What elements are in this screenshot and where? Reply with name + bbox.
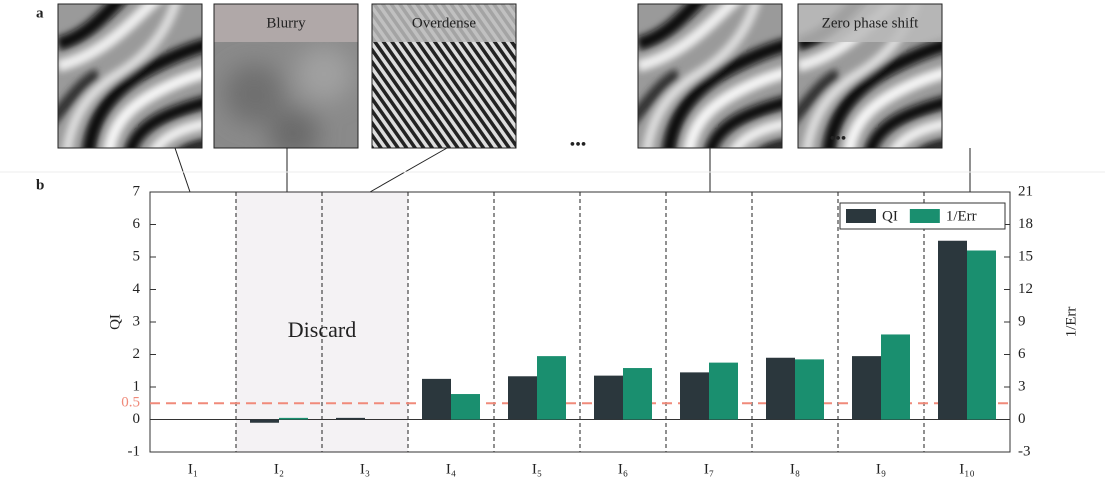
x-tick-label: I₁ (188, 461, 198, 477)
bar (680, 372, 709, 419)
bar (852, 356, 881, 419)
legend-swatch (846, 209, 876, 223)
figure: Blurry Overdense Zero phase shift ••• ••… (0, 0, 1105, 492)
bar (250, 420, 279, 423)
y2-tick-label: 6 (1018, 346, 1026, 362)
y-tick-label: 3 (133, 313, 141, 329)
x-tick-label: I₃ (360, 461, 370, 477)
image-label: Blurry (266, 15, 306, 31)
y2-tick-label: 3 (1018, 378, 1026, 394)
y2-axis-label: 1/Err (1063, 307, 1079, 338)
y-tick-label: 7 (133, 183, 141, 199)
y-tick-label: -1 (128, 443, 141, 459)
image-tiles (0, 0, 1105, 192)
bar (623, 368, 652, 419)
x-tick-label: I₅ (532, 461, 542, 477)
bar (967, 251, 996, 420)
x-tick-label: I₆ (618, 461, 628, 477)
bar (422, 379, 451, 420)
y-tick-label: 1 (133, 378, 141, 394)
panel-label: b (36, 177, 44, 193)
y-tick-label: 4 (133, 281, 141, 297)
x-tick-label: I₈ (790, 461, 800, 477)
panel-label: a (36, 5, 44, 21)
bar (336, 418, 365, 420)
y2-tick-label: 12 (1018, 281, 1033, 297)
legend-label: QI (882, 208, 898, 224)
x-tick-label: I₂ (274, 461, 284, 477)
image-label: Zero phase shift (822, 15, 919, 31)
bar (795, 359, 824, 419)
bar (594, 376, 623, 420)
bar (279, 418, 308, 420)
ellipsis: ••• (830, 131, 847, 148)
x-tick-label: I₁₀ (959, 461, 974, 477)
x-tick-label: I₄ (446, 461, 456, 477)
y2-tick-label: 18 (1018, 216, 1033, 232)
bar (938, 241, 967, 420)
legend-label: 1/Err (946, 208, 977, 224)
threshold-label: 0.5 (121, 395, 140, 411)
bar (537, 356, 566, 419)
x-tick-label: I₇ (704, 461, 714, 477)
x-tick-label: I₉ (876, 461, 886, 477)
y2-tick-label: 21 (1018, 183, 1033, 199)
bar (881, 334, 910, 419)
bar (709, 363, 738, 420)
y2-tick-label: 9 (1018, 313, 1026, 329)
y-tick-label: 5 (133, 248, 141, 264)
bar (766, 358, 795, 420)
y-axis-label: QI (107, 314, 123, 330)
legend-swatch (910, 209, 940, 223)
y-tick-label: 0 (133, 411, 141, 427)
y-tick-label: 6 (133, 216, 141, 232)
y2-tick-label: 15 (1018, 248, 1033, 264)
bar (451, 394, 480, 419)
y2-tick-label: 0 (1018, 411, 1026, 427)
y-tick-label: 2 (133, 346, 141, 362)
image-label: Overdense (412, 15, 476, 31)
bar (508, 376, 537, 419)
y2-tick-label: -3 (1018, 443, 1031, 459)
ellipsis: ••• (570, 137, 587, 154)
